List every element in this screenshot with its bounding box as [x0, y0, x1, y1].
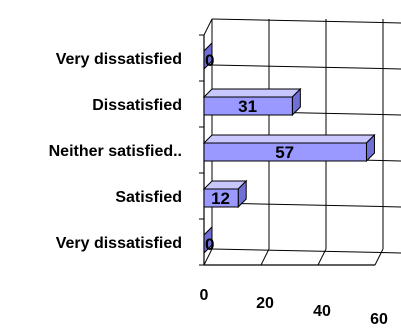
floor-line	[260, 248, 270, 266]
category-label: Dissatisfied	[92, 97, 182, 114]
bar-top	[202, 134, 376, 144]
category-labels: Very dissatisfied Dissatisfied Neither sat…	[49, 51, 182, 252]
category-label: Very dissatisfied	[56, 51, 182, 68]
data-label: 31	[238, 97, 257, 116]
x-tick-label: 20	[256, 295, 274, 312]
bar-front	[203, 96, 293, 116]
category-label: Satisfied	[115, 189, 182, 206]
bar: 0	[203, 41, 214, 71]
gridline-horizontal	[211, 202, 401, 208]
gridline-horizontal	[211, 18, 401, 24]
bar-front	[203, 188, 239, 208]
bar-front	[203, 142, 367, 162]
gridline-horizontal	[211, 64, 401, 70]
bar-top	[202, 88, 302, 98]
data-label: 0	[205, 51, 214, 70]
x-tick-label: 60	[370, 311, 388, 328]
x-tick-label: 0	[200, 287, 209, 304]
wall-edge	[203, 18, 213, 36]
data-label: 12	[211, 189, 230, 208]
bar: 31	[202, 87, 302, 117]
bar: 12	[202, 179, 248, 209]
floor-line	[203, 248, 213, 266]
gridline-horizontal	[211, 248, 401, 254]
x-tick-label: 40	[313, 303, 331, 320]
bar: 57	[202, 133, 376, 163]
data-label: 0	[205, 235, 214, 254]
bar: 0	[203, 225, 214, 255]
floor-line	[374, 248, 384, 266]
category-label: Neither satisfied..	[49, 143, 182, 160]
x-axis-ticks: 0 20 40 60	[200, 287, 388, 328]
chart-bars: 0 31 57 12 0	[202, 41, 376, 255]
category-label: Very dissatisfied	[56, 235, 182, 252]
data-label: 57	[275, 143, 294, 162]
